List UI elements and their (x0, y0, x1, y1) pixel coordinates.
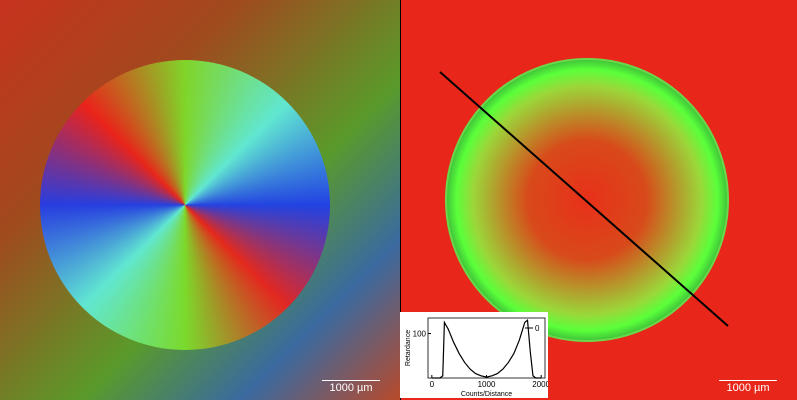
y-tick-label: 100 (413, 330, 427, 339)
orientation-image: 1000 µm (0, 0, 400, 400)
profile-line-layer (439, 71, 729, 327)
orientation-disc (40, 60, 330, 350)
chart-background (400, 312, 548, 398)
scale-bar: 1000 µm (322, 380, 380, 394)
profile-line (439, 71, 729, 327)
profile-curve (431, 319, 542, 379)
y-axis-label: Retardance (405, 330, 412, 366)
x-tick-label: 1000 (478, 380, 496, 389)
x-tick-label: 0 (430, 380, 435, 389)
x-axis-label: Counts/Distance (461, 391, 512, 398)
scale-bar: 1000 µm (719, 380, 777, 394)
retardance-disc (445, 58, 729, 342)
x-tick-label: 2000 (532, 380, 548, 389)
legend-label: 0 (535, 324, 540, 333)
